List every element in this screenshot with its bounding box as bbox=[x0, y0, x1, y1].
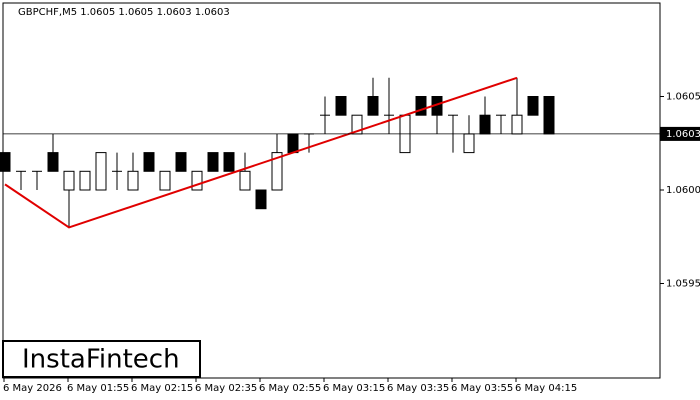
candle-body bbox=[479, 114, 491, 135]
candle-body bbox=[287, 133, 299, 154]
candle-body bbox=[255, 189, 267, 210]
candle-body bbox=[239, 170, 251, 191]
x-tick-label: 6 May 02:35 bbox=[195, 383, 257, 394]
candle-body bbox=[527, 96, 539, 116]
candle-body bbox=[143, 152, 155, 172]
x-tick-label: 6 May 01:55 bbox=[67, 383, 129, 394]
watermark: InstaFintech bbox=[22, 345, 180, 375]
x-tick-label: 6 May 03:15 bbox=[323, 383, 385, 394]
candle-body bbox=[159, 170, 171, 191]
candle-body bbox=[367, 96, 379, 116]
candle-body bbox=[63, 170, 75, 191]
x-tick-label: 6 May 2026 bbox=[3, 383, 62, 394]
candle-body bbox=[543, 96, 555, 135]
x-tick-label: 6 May 03:55 bbox=[451, 383, 513, 394]
candle-body bbox=[47, 152, 59, 172]
plot-frame bbox=[2, 2, 661, 379]
last-price-box bbox=[660, 126, 700, 141]
y-tick-label: 1.0605 bbox=[666, 92, 700, 103]
chart-title: GBPCHF,M5 1.0605 1.0605 1.0603 1.0603 bbox=[18, 7, 230, 18]
candle-body bbox=[207, 152, 219, 172]
y-tick-label: 1.0600 bbox=[666, 185, 700, 196]
y-tick-label: 1.0595 bbox=[666, 279, 700, 290]
last-price-label: 1.0603 bbox=[666, 129, 700, 140]
candle-body bbox=[175, 152, 187, 172]
watermark-box bbox=[2, 340, 201, 378]
x-tick-label: 6 May 04:15 bbox=[515, 383, 577, 394]
candle-body bbox=[335, 96, 347, 116]
candle-body bbox=[127, 170, 139, 191]
candle-body bbox=[271, 152, 283, 191]
candle-body bbox=[0, 152, 11, 172]
pattern-line bbox=[4, 76, 518, 229]
candle-body bbox=[463, 133, 475, 154]
candle-body bbox=[191, 170, 203, 191]
x-tick-label: 6 May 02:15 bbox=[131, 383, 193, 394]
candle-body bbox=[511, 114, 523, 135]
x-tick-label: 6 May 02:55 bbox=[259, 383, 321, 394]
x-tick-label: 6 May 03:35 bbox=[387, 383, 449, 394]
candle-body bbox=[223, 152, 235, 172]
candle-body bbox=[79, 170, 91, 191]
candle-body bbox=[95, 152, 107, 191]
candle-body bbox=[415, 96, 427, 116]
